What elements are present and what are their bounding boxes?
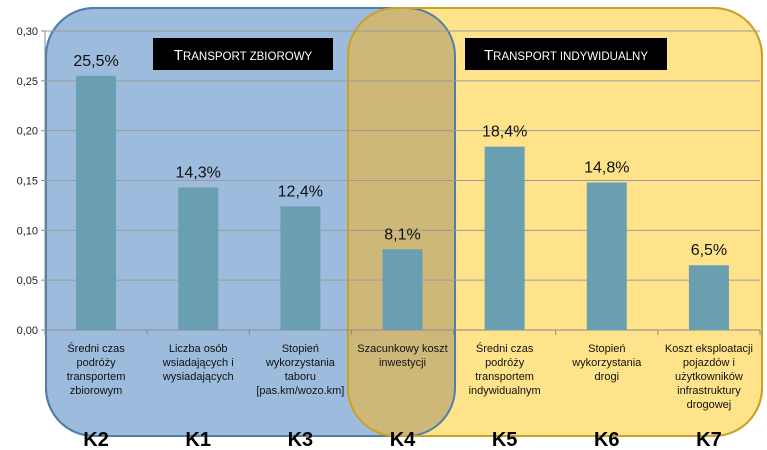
- category-label-k6: Stopień wykorzystania drogi: [571, 343, 642, 383]
- y-tick-label: 0,00: [17, 325, 38, 337]
- data-label-k1: 14,3%: [176, 164, 221, 181]
- category-label-k3: Stopień wykorzystania taboru [pas.km/wozo.k…: [256, 343, 344, 397]
- data-label-k5: 18,4%: [482, 124, 527, 141]
- labels: 0,00 0,05 0,10 0,15 0,20 0,25 0,30 25,5% Średni …: [17, 26, 753, 450]
- data-label-k7: 6,5%: [691, 242, 727, 259]
- bars: [76, 75, 729, 330]
- group-outline-individual: [347, 7, 763, 437]
- category-code-k6: K6: [594, 429, 620, 450]
- group-title-public-box: [153, 38, 333, 70]
- y-tick-label: 0,25: [17, 76, 38, 88]
- group-outline-public: [45, 7, 456, 437]
- bar-k3: [280, 206, 321, 330]
- bar-k2: [76, 75, 117, 330]
- category-code-k2: K2: [83, 429, 109, 450]
- group-regions: TRANSPORT ZBIOROWY TRANSPORT INDYWIDUALNY: [45, 7, 763, 437]
- y-tick-label: 0,05: [17, 275, 38, 287]
- bar-k1: [178, 187, 219, 330]
- category-code-k4: K4: [390, 429, 416, 450]
- category-label-k5: Średni czas podróży transportem indywidualn…: [469, 342, 541, 397]
- category-label-k4: Szacunkowy koszt inwestycji: [357, 343, 447, 369]
- group-title-public: TRANSPORT ZBIOROWY: [153, 38, 333, 70]
- category-label-k2: Średni czas podróży transportem zbiorowym: [67, 342, 126, 397]
- bar-k7: [688, 265, 729, 330]
- category-label-k1: Liczba osób wsiadających i wysiadających: [162, 343, 234, 383]
- y-tick-label: 0,20: [17, 126, 38, 138]
- y-tick-label: 0,30: [17, 26, 38, 38]
- group-overlap-fill: [348, 8, 455, 436]
- y-tick-label: 0,15: [17, 176, 38, 188]
- group-title-individual: TRANSPORT INDYWIDUALNY: [465, 38, 667, 70]
- category-code-k1: K1: [185, 429, 211, 450]
- data-label-k6: 14,8%: [584, 159, 629, 176]
- category-code-k5: K5: [492, 429, 518, 450]
- bar-k6: [586, 182, 627, 330]
- bar-k4: [382, 249, 423, 330]
- data-label-k4: 8,1%: [384, 226, 420, 243]
- data-label-k2: 25,5%: [73, 53, 118, 70]
- category-code-k3: K3: [288, 429, 314, 450]
- category-label-k7: Koszt eksploatacji pojazdów i użytkowników…: [665, 343, 753, 411]
- data-label-k3: 12,4%: [278, 183, 323, 200]
- category-code-k7: K7: [696, 429, 722, 450]
- group-overlap: [348, 8, 455, 436]
- y-tick-label: 0,10: [17, 225, 38, 237]
- group-title-individual-box: [465, 38, 667, 70]
- group-title-individual-text: TRANSPORT INDYWIDUALNY: [484, 47, 648, 64]
- group-title-public-text: TRANSPORT ZBIOROWY: [174, 47, 313, 64]
- bar-k5: [484, 146, 525, 330]
